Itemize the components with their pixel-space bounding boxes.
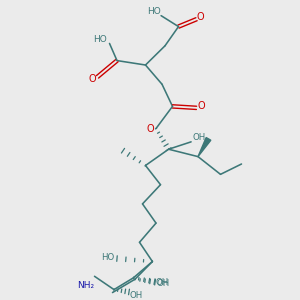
Text: OH: OH [130, 291, 143, 300]
Text: HO: HO [93, 34, 107, 43]
Polygon shape [198, 137, 211, 157]
Text: NH₂: NH₂ [77, 281, 94, 290]
Text: HO: HO [101, 253, 114, 262]
Text: O: O [147, 124, 154, 134]
Text: OH: OH [157, 279, 170, 288]
Text: O: O [197, 101, 205, 111]
Text: OH: OH [155, 278, 169, 287]
Text: OH: OH [192, 134, 206, 142]
Text: HO: HO [147, 7, 161, 16]
Text: O: O [197, 12, 205, 22]
Text: O: O [88, 74, 96, 84]
